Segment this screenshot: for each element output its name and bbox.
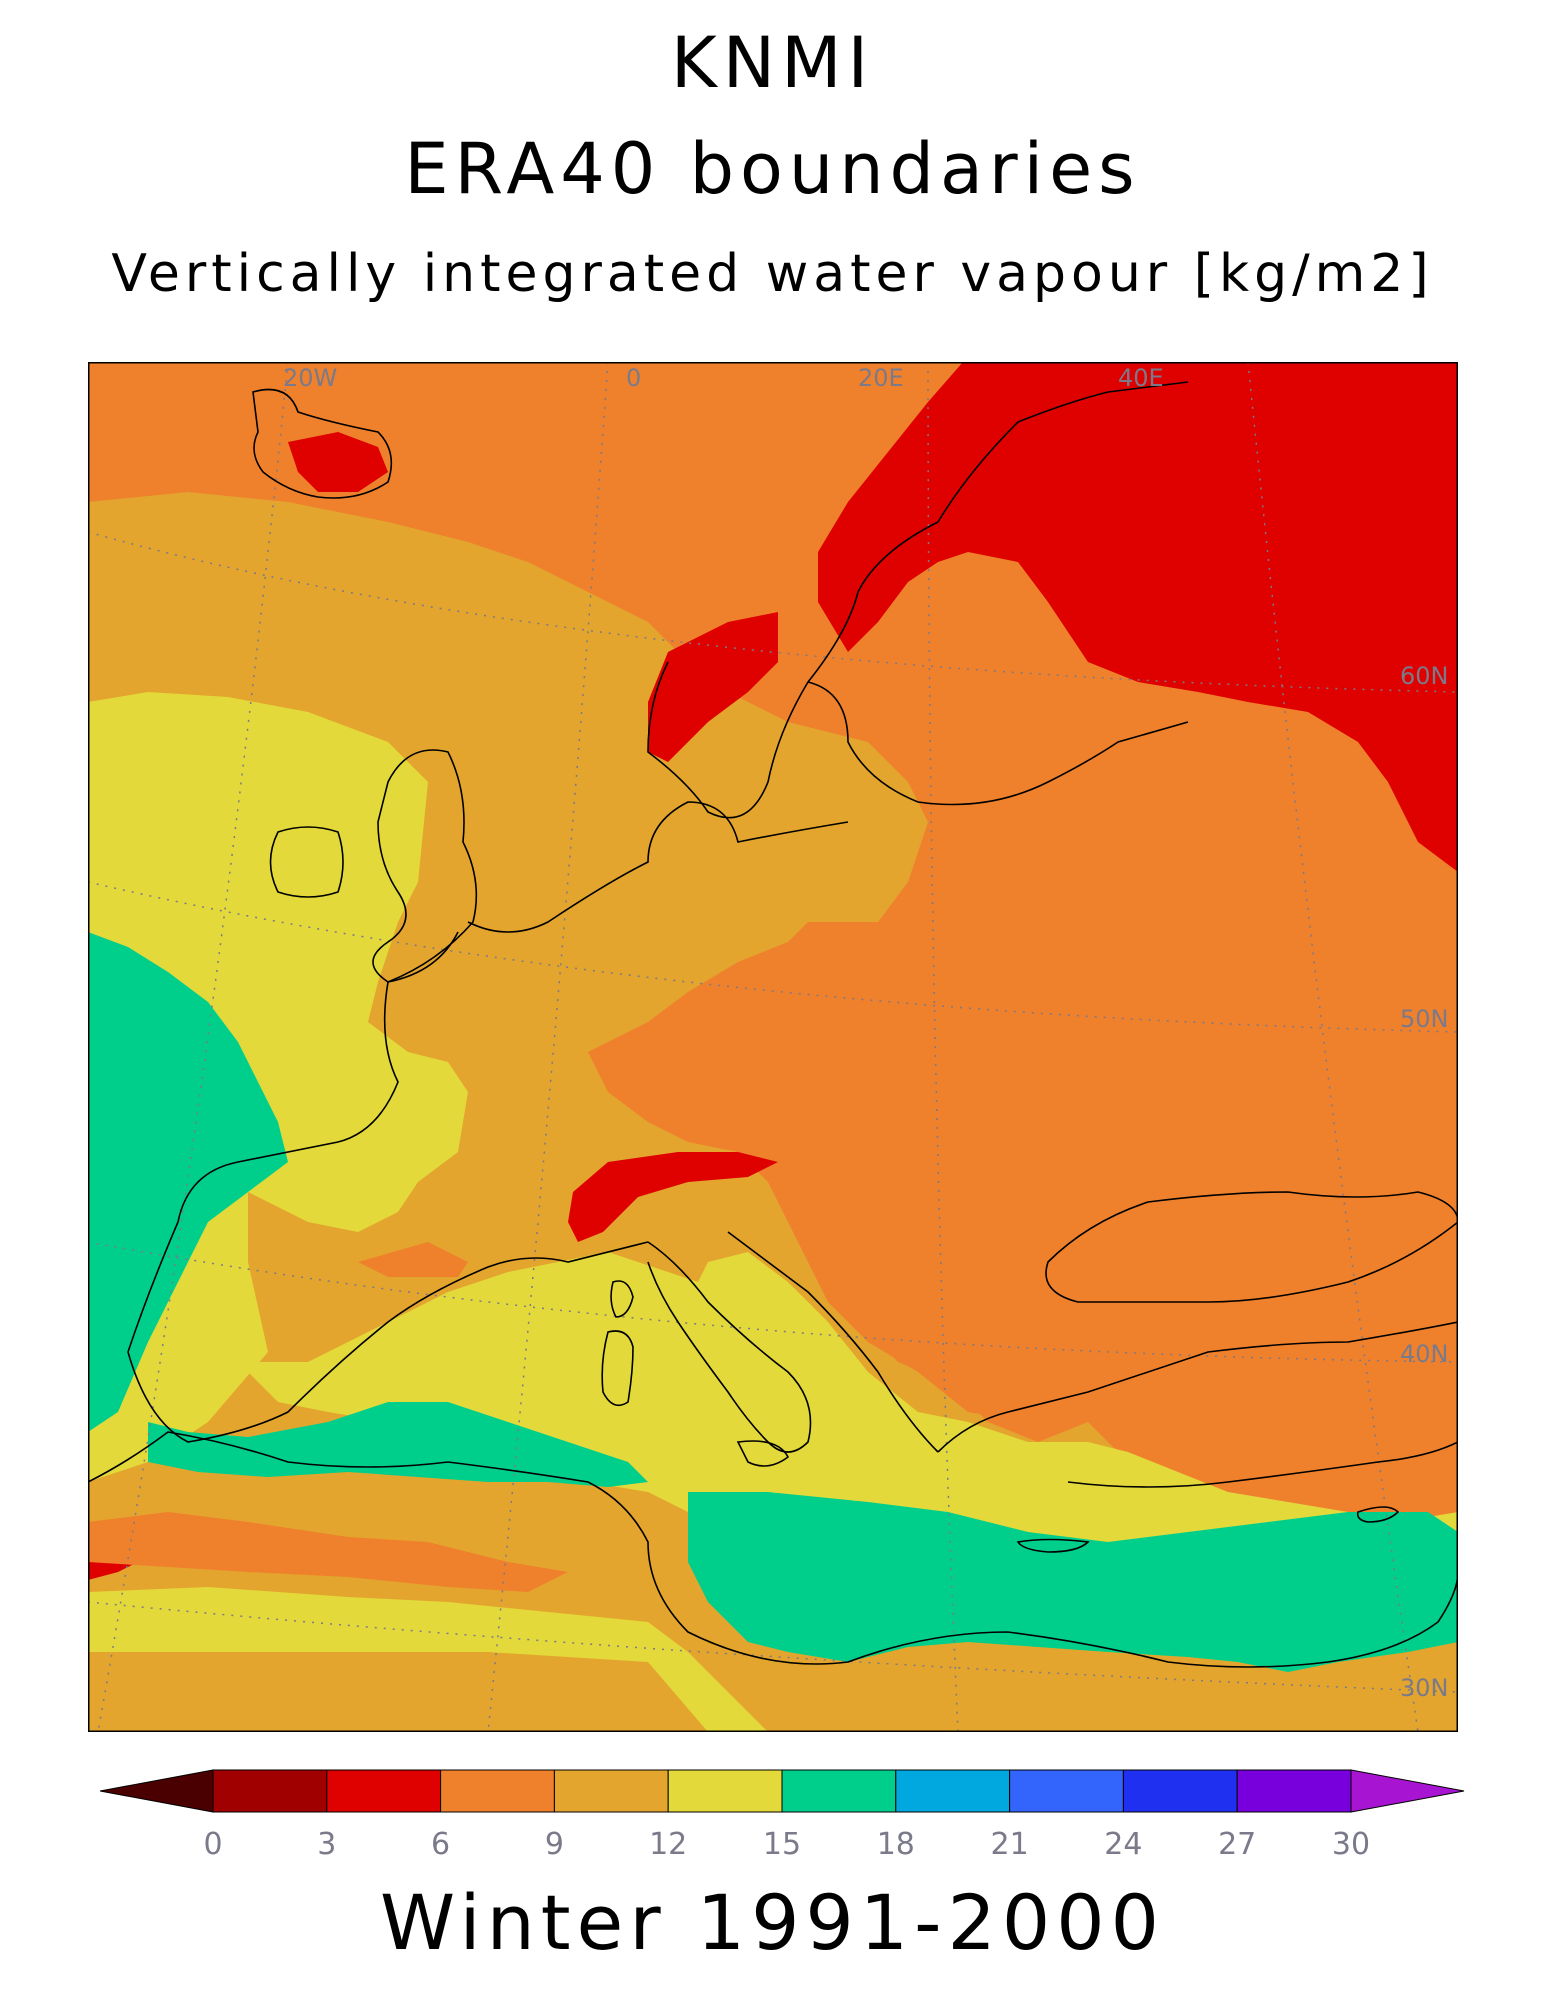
coast-north-africa [88, 1431, 1458, 1668]
lat-label-50n: 50N [1400, 1005, 1449, 1033]
field-12-15-west [88, 692, 468, 1482]
field-15-18-alboran [148, 1402, 648, 1487]
field-6-9-iberia [358, 1242, 468, 1277]
lon-label-0: 0 [626, 364, 641, 392]
field-6-9-atlas [88, 1512, 568, 1592]
field-3-6-iceland [288, 432, 388, 492]
institution-title: KNMI [670, 22, 875, 104]
graticule-labels: 20W 0 20E 40E 60N 50N 40N 30N [283, 364, 1449, 1702]
colorbar-box [1009, 1769, 1124, 1813]
colorbar-tick-label: 12 [649, 1827, 687, 1862]
water-vapour-map: 20W 0 20E 40E 60N 50N 40N 30N [88, 362, 1458, 1732]
field-15-18-eastmed [688, 1492, 1458, 1672]
coast-continent [467, 801, 849, 933]
coast-ireland [269, 826, 344, 898]
colorbar-tick-label: 30 [1332, 1827, 1370, 1862]
coast-corsica [610, 1280, 634, 1318]
coast-iceland [252, 388, 393, 499]
colorbar-tick-label: 27 [1218, 1827, 1256, 1862]
coast-crete [1016, 1538, 1090, 1553]
field-6-9-balkans [848, 1262, 1458, 1492]
lat-label-60n: 60N [1400, 662, 1449, 690]
coast-cyprus [1356, 1506, 1400, 1523]
coast-sicily [736, 1440, 790, 1467]
coast-anatolia-south [1067, 1441, 1458, 1488]
colorbar-box [1236, 1769, 1352, 1813]
colorbar-box [553, 1769, 669, 1813]
field-12-15-adriatic [688, 1252, 868, 1442]
coast-italy [647, 1241, 812, 1453]
colorbar-tick-label: 15 [763, 1827, 801, 1862]
colorbar-tick-label: 3 [317, 1827, 336, 1862]
colorbar-box [781, 1769, 897, 1813]
coast-france-iberia [127, 931, 649, 1443]
coast-adriatic-east [727, 1231, 939, 1453]
colorbar-under-arrow [100, 1769, 214, 1813]
lon-label-20w: 20W [283, 364, 337, 392]
colorbar-box [895, 1769, 1011, 1813]
colorbar-tick-label: 18 [877, 1827, 915, 1862]
lon-label-20e: 20E [858, 364, 904, 392]
colorbar-box [667, 1769, 783, 1813]
variable-title: Vertically integrated water vapour [kg/m… [111, 244, 1434, 304]
coast-scandinavia [647, 381, 1189, 819]
field-3-6-northeast [818, 362, 1458, 872]
lat-label-40n: 40N [1400, 1340, 1449, 1368]
colorbar-tick-label: 9 [545, 1827, 564, 1862]
coast-greece-turkey [937, 1321, 1458, 1453]
colorbar-box [1122, 1769, 1238, 1813]
colorbar-over-arrow [1350, 1769, 1465, 1813]
experiment-title: ERA40 boundaries [404, 128, 1141, 210]
colorbar-tick-label: 24 [1104, 1827, 1142, 1862]
lat-label-30n: 30N [1400, 1674, 1449, 1702]
colorbar-box [440, 1769, 555, 1813]
coast-sardinia [601, 1330, 634, 1407]
map-frame [88, 362, 1458, 1732]
coast-britain [372, 749, 478, 983]
field-12-15-med [238, 1252, 1458, 1582]
field-3-6-norway [648, 612, 778, 762]
colorbar-tick-label: 6 [431, 1827, 450, 1862]
field-3-6-alps [568, 1152, 778, 1242]
colorbar-tick-label: 0 [203, 1827, 222, 1862]
colorbar-tick-label: 21 [991, 1827, 1029, 1862]
colorbar: 0 3 6 9 12 15 18 21 24 27 30 [100, 1769, 1465, 1862]
coastlines [88, 381, 1458, 1668]
field-15-18-atlantic [88, 932, 288, 1432]
colorbar-box [212, 1769, 328, 1813]
season-title: Winter 1991-2000 [380, 1878, 1165, 1967]
graticule [88, 362, 1458, 1732]
coast-baltic [807, 681, 1189, 806]
lon-label-40e: 40E [1118, 364, 1164, 392]
field-9-12-south [88, 1652, 708, 1732]
colorbar-box [326, 1769, 442, 1813]
